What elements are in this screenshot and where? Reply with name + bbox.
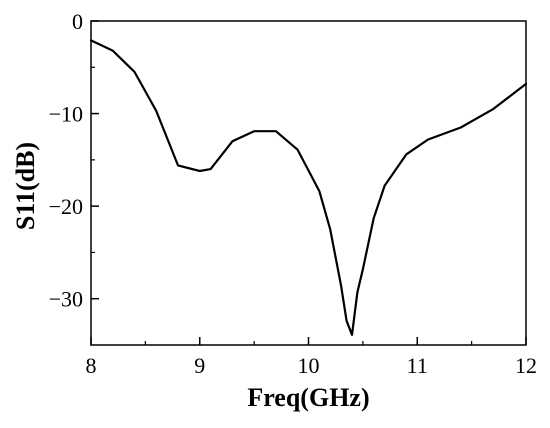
x-tick-label: 9 xyxy=(194,353,205,378)
x-tick-label: 8 xyxy=(86,353,97,378)
x-tick-label: 10 xyxy=(298,353,320,378)
y-tick-label: −20 xyxy=(49,194,83,219)
s11-series-line xyxy=(89,39,528,336)
x-axis-title: Freq(GHz) xyxy=(247,383,369,412)
y-axis-ticks: 0 −10 −20 −30 xyxy=(49,9,99,312)
x-axis-ticks: 8 9 10 11 12 xyxy=(86,337,537,378)
x-tick-label: 12 xyxy=(515,353,537,378)
series-layer xyxy=(89,39,528,336)
y-tick-label: −30 xyxy=(49,287,83,312)
plot-frame xyxy=(90,20,527,346)
y-axis-title: S11(dB) xyxy=(11,142,40,230)
x-tick-label: 11 xyxy=(407,353,428,378)
y-tick-label: −10 xyxy=(49,102,83,127)
y-tick-label: 0 xyxy=(72,9,83,34)
